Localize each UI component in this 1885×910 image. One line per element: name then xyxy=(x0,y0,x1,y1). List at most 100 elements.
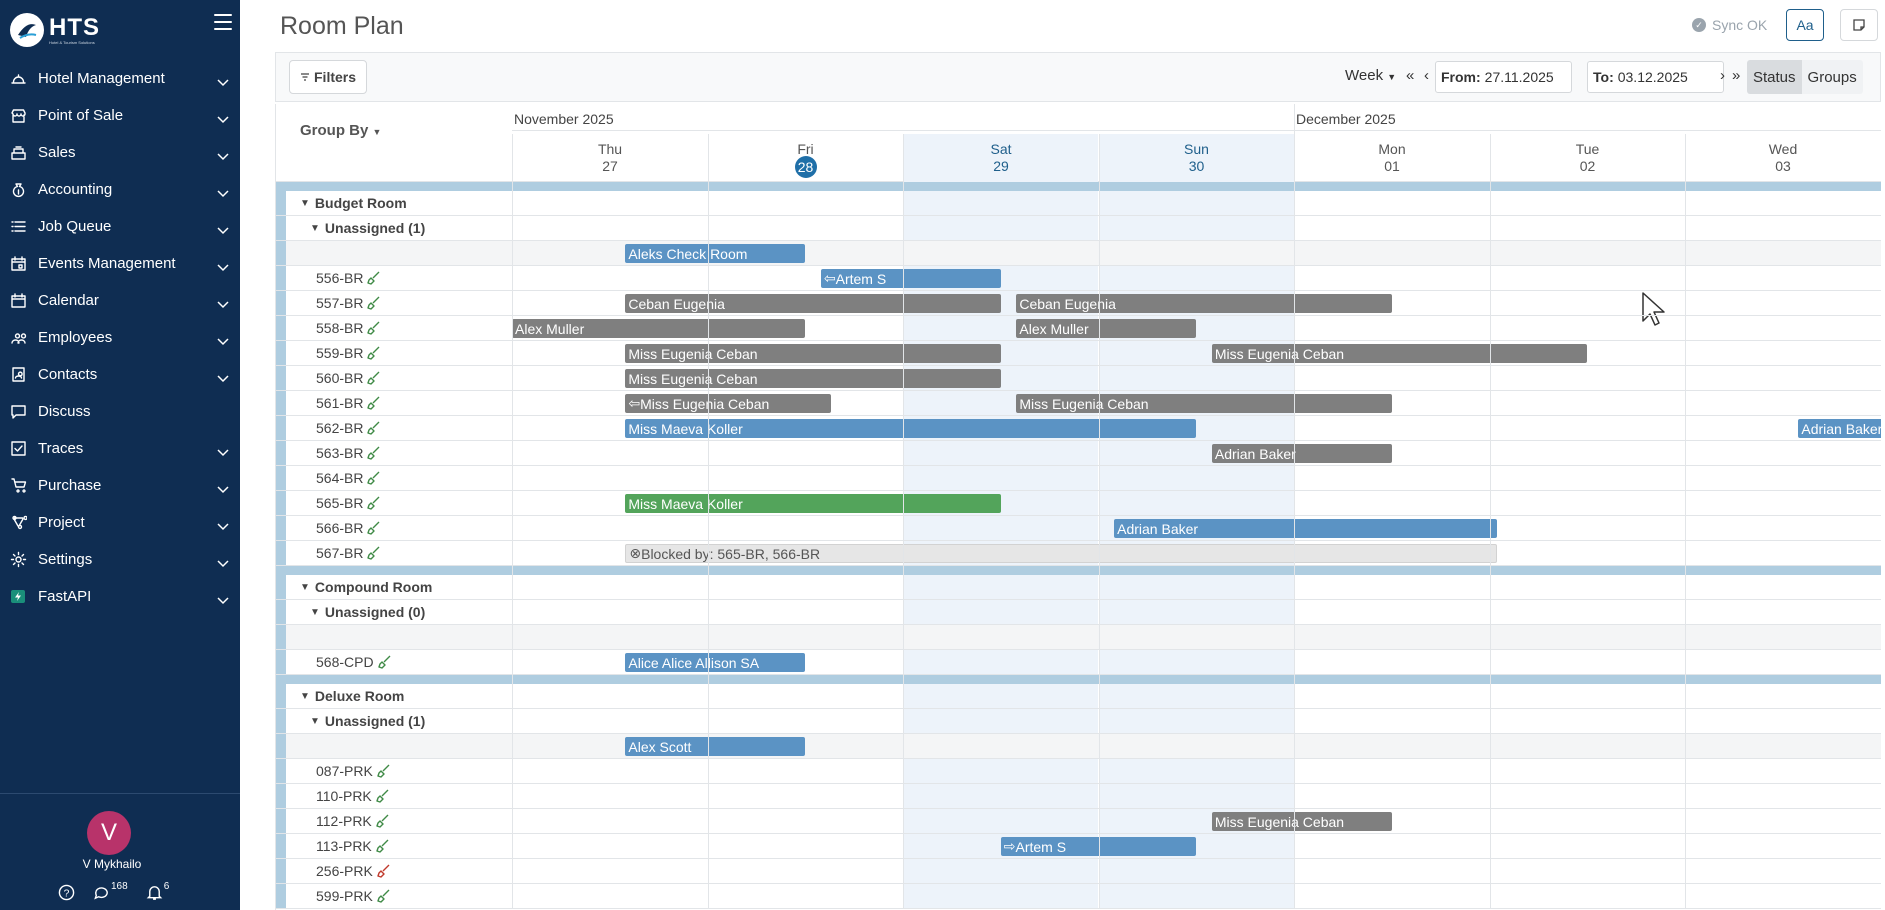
period-select[interactable]: Week ▼ xyxy=(1345,67,1396,84)
broom-dirty-icon[interactable] xyxy=(377,864,391,878)
sidebar-item-traces[interactable]: Traces xyxy=(0,430,240,467)
to-date-field[interactable]: To: 03.12.2025 xyxy=(1587,61,1724,93)
room-label[interactable]: 556-BR xyxy=(276,266,512,290)
room-label[interactable]: 256-PRK xyxy=(276,859,512,883)
font-size-button[interactable]: Aa xyxy=(1786,9,1824,41)
category-row[interactable]: ▼ Compound Room xyxy=(276,575,1881,600)
booking-bar[interactable]: Adrian Baker xyxy=(1798,419,1881,438)
broom-clean-icon[interactable] xyxy=(367,321,381,335)
help-icon[interactable]: ? xyxy=(58,884,75,901)
from-date-field[interactable]: From: 27.11.2025 xyxy=(1435,61,1572,93)
group-by-dropdown[interactable]: Group By ▼ xyxy=(300,122,381,139)
booking-bar[interactable]: Alice Alice Allison SA xyxy=(625,653,806,672)
broom-clean-icon[interactable] xyxy=(376,789,390,803)
broom-clean-icon[interactable] xyxy=(377,655,392,669)
broom-clean-icon[interactable] xyxy=(367,396,381,410)
day-column-header[interactable]: Sat 29 xyxy=(903,134,1098,182)
sidebar-item-contacts[interactable]: Contacts xyxy=(0,356,240,393)
day-column-header[interactable]: Sun 30 xyxy=(1098,134,1294,182)
room-label[interactable]: 112-PRK xyxy=(276,809,512,833)
sidebar-item-settings[interactable]: Settings xyxy=(0,541,240,578)
broom-clean-icon[interactable] xyxy=(367,471,381,485)
user-avatar[interactable]: V xyxy=(87,811,131,855)
booking-bar[interactable]: Miss Eugenia Ceban xyxy=(1211,344,1588,363)
booking-bar[interactable]: Alex Muller xyxy=(1016,319,1197,338)
last-period-button[interactable]: » xyxy=(1732,67,1741,84)
first-period-button[interactable]: « xyxy=(1406,67,1415,84)
room-label[interactable]: 567-BR xyxy=(276,541,512,565)
sidebar-item-accounting[interactable]: Accounting xyxy=(0,171,240,208)
broom-clean-icon[interactable] xyxy=(367,446,381,460)
broom-clean-icon[interactable] xyxy=(377,764,391,778)
day-column-header[interactable]: Tue 02 xyxy=(1489,134,1685,182)
broom-clean-icon[interactable] xyxy=(367,346,381,360)
room-label[interactable]: 561-BR xyxy=(276,391,512,415)
booking-bar[interactable]: Adrian Baker xyxy=(1211,444,1392,463)
booking-bar[interactable]: ⇦ Miss Eugenia Ceban xyxy=(625,394,831,413)
broom-clean-icon[interactable] xyxy=(367,296,381,310)
booking-bar[interactable]: ⊗ Blocked by: 565-BR, 566-BR xyxy=(625,544,1498,563)
booking-bar[interactable]: Miss Eugenia Ceban xyxy=(625,344,1001,363)
booking-bar[interactable]: Adrian Baker xyxy=(1114,519,1498,538)
room-label[interactable]: 560-BR xyxy=(276,366,512,390)
booking-bar[interactable]: Ceban Eugenia xyxy=(625,294,1001,313)
booking-bar[interactable]: Miss Maeva Koller xyxy=(625,419,1197,438)
app-logo[interactable]: HTS Hotel & Tourism Solutions xyxy=(10,12,110,48)
day-column-header[interactable]: Wed 03 xyxy=(1685,134,1880,182)
sidebar-item-sales[interactable]: Sales xyxy=(0,134,240,171)
status-toggle[interactable]: Status xyxy=(1747,60,1802,94)
next-period-button[interactable]: › xyxy=(1720,67,1725,84)
room-label[interactable]: 559-BR xyxy=(276,341,512,365)
unassigned-group-row[interactable]: ▼ Unassigned (1) xyxy=(276,709,1881,734)
broom-clean-icon[interactable] xyxy=(367,421,381,435)
notifications-button[interactable]: 6 xyxy=(146,881,169,901)
menu-toggle-icon[interactable] xyxy=(214,14,232,30)
booking-bar[interactable]: Aleks Check Room xyxy=(625,244,806,263)
room-label[interactable]: 565-BR xyxy=(276,491,512,515)
room-label[interactable]: 562-BR xyxy=(276,416,512,440)
sidebar-item-fastapi[interactable]: FastAPI xyxy=(0,578,240,615)
booking-bar[interactable]: ⇦ Artem S xyxy=(820,269,1001,288)
sidebar-item-purchase[interactable]: Purchase xyxy=(0,467,240,504)
broom-clean-icon[interactable] xyxy=(377,889,391,903)
unassigned-group-row[interactable]: ▼ Unassigned (1) xyxy=(276,216,1881,241)
room-label[interactable]: 110-PRK xyxy=(276,784,512,808)
room-label[interactable]: 113-PRK xyxy=(276,834,512,858)
booking-bar[interactable]: Alex Muller xyxy=(512,319,806,338)
booking-bar[interactable]: Miss Eugenia Ceban xyxy=(1016,394,1392,413)
booking-bar[interactable]: Ceban Eugenia xyxy=(1016,294,1392,313)
sidebar-item-project[interactable]: Project xyxy=(0,504,240,541)
booking-bar[interactable]: Miss Maeva Koller xyxy=(625,494,1001,513)
sidebar-item-job-queue[interactable]: Job Queue xyxy=(0,208,240,245)
broom-clean-icon[interactable] xyxy=(367,371,381,385)
sidebar-item-employees[interactable]: Employees xyxy=(0,319,240,356)
notes-button[interactable] xyxy=(1840,9,1878,41)
day-column-header[interactable]: Thu 27 xyxy=(512,134,707,182)
room-label[interactable]: 557-BR xyxy=(276,291,512,315)
sidebar-item-discuss[interactable]: Discuss xyxy=(0,393,240,430)
broom-clean-icon[interactable] xyxy=(367,546,381,560)
room-label[interactable]: 558-BR xyxy=(276,316,512,340)
room-label[interactable]: 564-BR xyxy=(276,466,512,490)
sidebar-item-events-management[interactable]: Events Management xyxy=(0,245,240,282)
room-label[interactable]: 599-PRK xyxy=(276,884,512,908)
day-column-header[interactable]: Fri 28 xyxy=(707,134,903,182)
broom-clean-icon[interactable] xyxy=(367,271,381,285)
booking-bar[interactable]: Alex Scott xyxy=(625,737,806,756)
booking-bar[interactable]: Miss Eugenia Ceban xyxy=(625,369,1001,388)
broom-clean-icon[interactable] xyxy=(367,521,381,535)
broom-clean-icon[interactable] xyxy=(376,814,390,828)
broom-clean-icon[interactable] xyxy=(367,496,381,510)
room-label[interactable]: 566-BR xyxy=(276,516,512,540)
unassigned-group-row[interactable]: ▼ Unassigned (0) xyxy=(276,600,1881,625)
room-label[interactable]: 563-BR xyxy=(276,441,512,465)
room-label[interactable]: 087-PRK xyxy=(276,759,512,783)
category-row[interactable]: ▼ Deluxe Room xyxy=(276,684,1881,709)
category-row[interactable]: ▼ Budget Room xyxy=(276,191,1881,216)
sidebar-item-point-of-sale[interactable]: Point of Sale xyxy=(0,97,240,134)
messages-button[interactable]: 168 xyxy=(93,881,128,901)
booking-bar[interactable]: Miss Eugenia Ceban xyxy=(1211,812,1392,831)
broom-clean-icon[interactable] xyxy=(376,839,390,853)
groups-toggle[interactable]: Groups xyxy=(1801,60,1863,94)
day-column-header[interactable]: Mon 01 xyxy=(1294,134,1489,182)
